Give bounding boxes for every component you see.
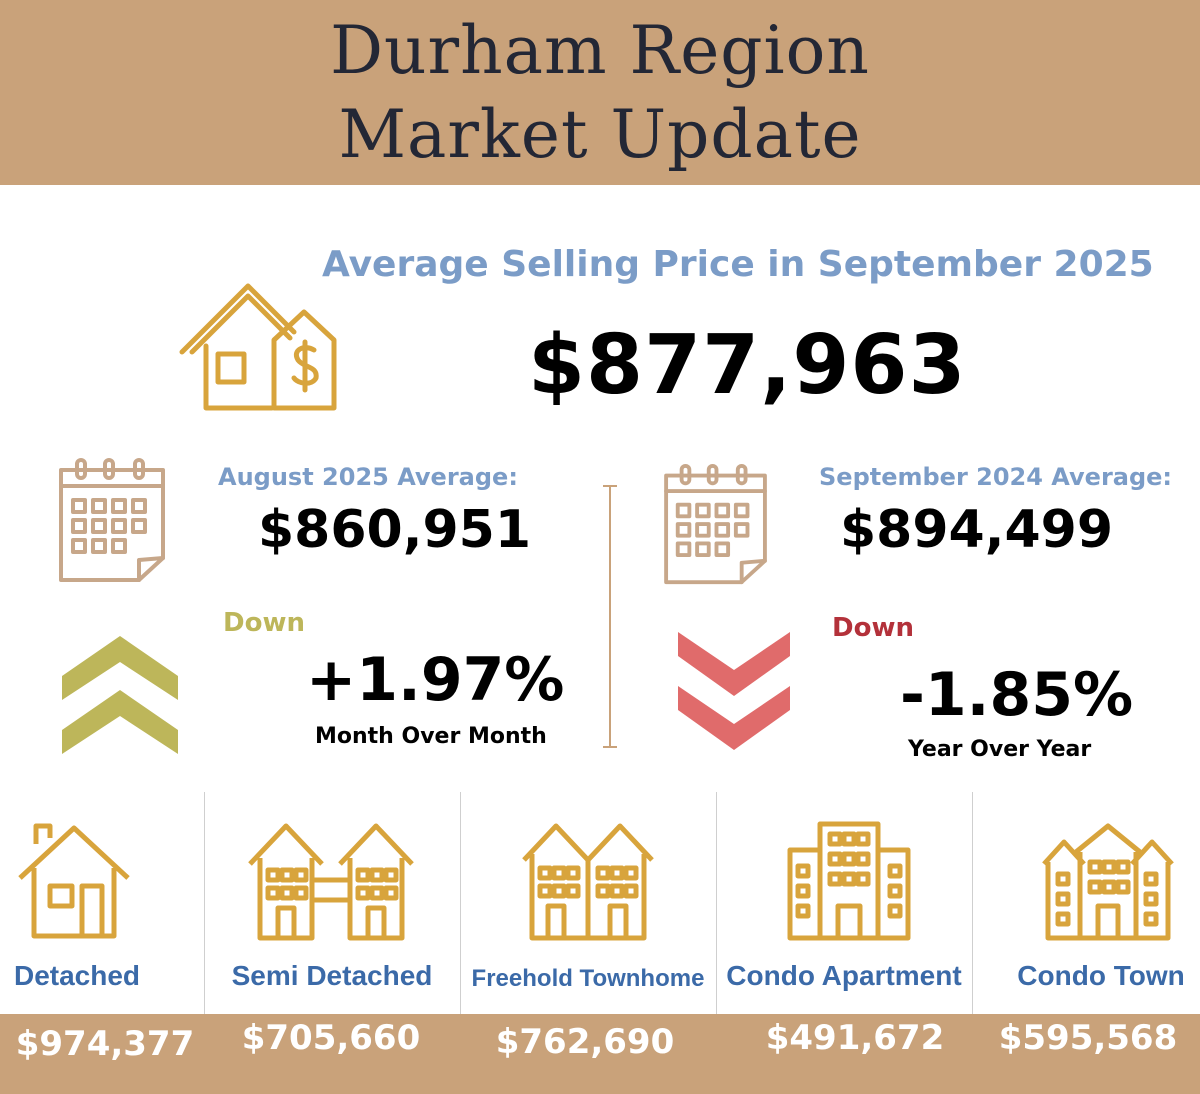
type-label-condo-town: Condo Town — [1017, 960, 1185, 991]
townhome-icon — [522, 823, 654, 941]
year-change-period: Year Over Year — [908, 737, 1092, 762]
month-change-period: Month Over Month — [315, 724, 547, 749]
price-semi-detached: $705,660 — [241, 1018, 421, 1058]
type-label-semi-detached: Semi Detached — [231, 960, 433, 991]
type-label-freehold-townhome: Freehold Townhome — [471, 965, 705, 992]
year-compare-price: $894,499 — [840, 500, 1114, 560]
condo-building-icon — [787, 821, 911, 941]
condo-town-icon — [1042, 823, 1174, 941]
average-price-value: $877,963 — [528, 318, 967, 413]
page-title-line-1: Durham Region — [330, 11, 870, 89]
double-chevron-up-icon — [62, 636, 178, 754]
page-title-line-2: Market Update — [338, 95, 862, 173]
price-footer-band — [0, 1014, 1200, 1094]
center-divider-top-cap — [603, 485, 617, 487]
type-label-condo-apartment: Condo Apartment — [726, 960, 962, 991]
year-change-percent: -1.85% — [900, 660, 1134, 730]
price-condo-town: $595,568 — [998, 1018, 1178, 1058]
type-column-divider — [972, 792, 973, 1014]
type-column-divider — [716, 792, 717, 1014]
month-direction-label: Down — [223, 608, 305, 638]
price-condo-apartment: $491,672 — [765, 1018, 945, 1058]
average-price-heading: Average Selling Price in September 2025 — [322, 244, 1154, 285]
calendar-icon-month — [59, 458, 165, 582]
type-label-detached: Detached — [13, 960, 141, 991]
center-divider — [609, 486, 611, 748]
month-change-percent: +1.97% — [306, 645, 565, 715]
house-dollar-icon — [179, 283, 337, 411]
price-freehold-townhome: $762,690 — [495, 1022, 675, 1062]
semi-detached-house-icon — [248, 823, 414, 941]
month-compare-label: August 2025 Average: — [218, 463, 518, 491]
calendar-icon-year — [664, 463, 767, 585]
year-compare-label: September 2024 Average: — [819, 463, 1173, 491]
double-chevron-down-icon — [678, 632, 790, 750]
year-direction-label: Down — [832, 613, 914, 643]
price-detached: $974,377 — [15, 1024, 195, 1064]
detached-house-icon — [18, 823, 130, 939]
center-divider-bottom-cap — [603, 746, 617, 748]
header-banner: Durham Region Market Update — [0, 0, 1200, 185]
type-column-divider — [460, 792, 461, 1014]
month-compare-price: $860,951 — [258, 500, 532, 560]
type-column-divider — [204, 792, 205, 1014]
